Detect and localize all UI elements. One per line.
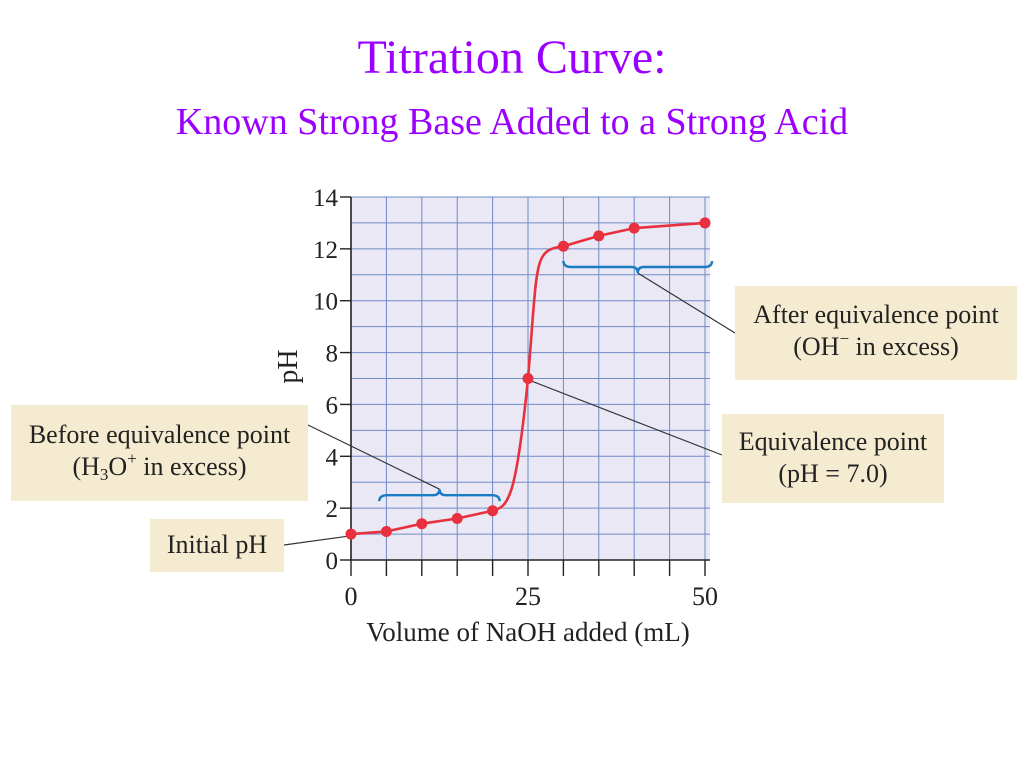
after-equivalence-label: After equivalence point <box>753 300 999 329</box>
x-tick-label: 0 <box>345 582 358 611</box>
initial-ph-callout: Initial pH <box>150 519 284 572</box>
data-point <box>416 518 428 530</box>
tick-labels: 0 25 50 0 2 4 6 8 10 12 14 <box>313 185 718 611</box>
slide-title: Titration Curve: <box>357 31 667 84</box>
y-tick-label: 6 <box>326 392 339 419</box>
y-tick-label: 14 <box>313 185 339 212</box>
leader-equivalence <box>529 379 723 456</box>
y-axis-label: pH <box>273 349 304 383</box>
axes <box>350 197 710 561</box>
data-point <box>628 222 640 234</box>
data-point <box>380 525 392 537</box>
equivalence-point-callout: Equivalence point (pH = 7.0) <box>722 414 944 503</box>
x-tick-label: 50 <box>692 582 718 611</box>
y-tick-label: 4 <box>326 444 339 471</box>
slide-subtitle: Known Strong Base Added to a Strong Acid <box>175 101 849 143</box>
data-point <box>522 373 534 384</box>
data-point <box>593 230 605 242</box>
before-equivalence-callout: Before equivalence point (H3O+ in excess… <box>11 405 308 501</box>
data-point <box>345 528 357 540</box>
equivalence-point-label: Equivalence point <box>738 427 928 456</box>
equivalence-point-detail: (pH = 7.0) <box>778 459 888 488</box>
data-point <box>699 217 711 229</box>
data-point <box>451 513 463 525</box>
x-axis-label: Volume of NaOH added (mL) <box>366 617 689 647</box>
brackets <box>378 260 714 502</box>
before-equivalence-label: Before equivalence point <box>28 420 291 449</box>
y-tick-label: 2 <box>326 496 339 523</box>
leader-initial <box>283 535 350 546</box>
y-tick-label: 10 <box>313 289 338 316</box>
leader-lines <box>283 272 736 546</box>
y-tick-label: 12 <box>313 237 338 264</box>
tick-marks <box>340 196 706 576</box>
before-equivalence-detail: (H3O+ in excess) <box>72 449 247 484</box>
y-tick-label: 0 <box>326 548 339 575</box>
bracket-before <box>378 489 501 502</box>
data-points <box>345 217 711 540</box>
initial-ph-label: Initial pH <box>166 530 268 559</box>
data-point <box>557 240 569 252</box>
y-tick-label: 8 <box>326 341 339 368</box>
x-tick-label: 25 <box>515 582 541 611</box>
leader-after <box>637 272 736 334</box>
leader-before <box>307 424 440 490</box>
data-point <box>487 505 499 517</box>
after-equivalence-callout: After equivalence point (OH− in excess) <box>735 286 1017 380</box>
bracket-after <box>562 260 714 274</box>
after-equivalence-detail: (OH− in excess) <box>793 329 959 361</box>
